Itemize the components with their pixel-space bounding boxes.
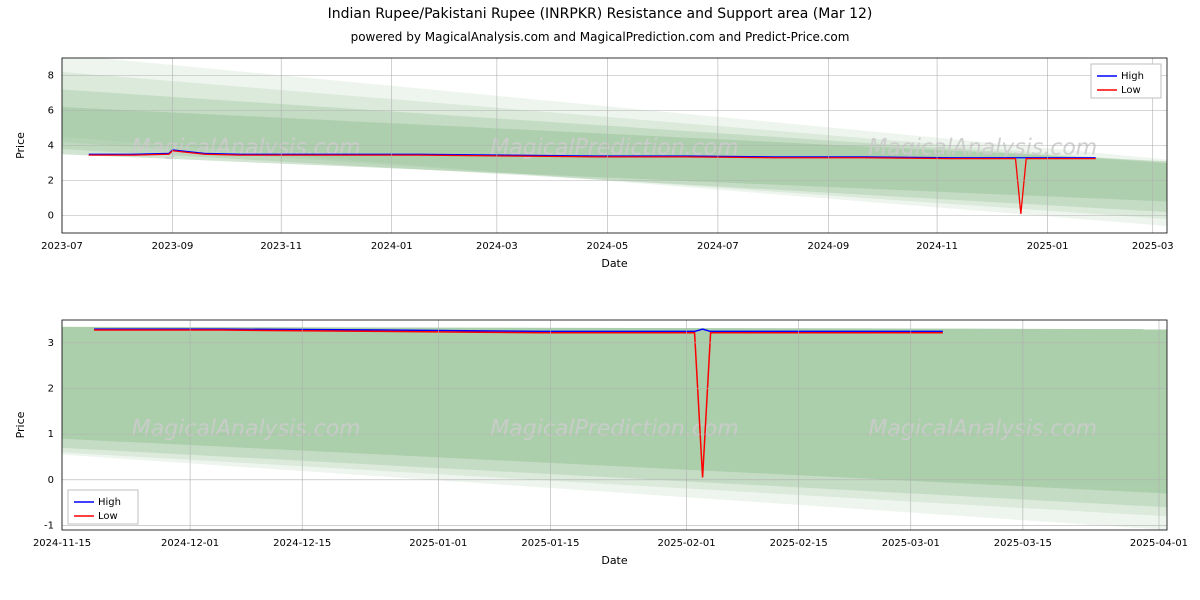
x-tick-label: 2024-01 (371, 241, 413, 252)
x-tick-label: 2024-03 (476, 241, 518, 252)
y-tick-label: 2 (48, 383, 54, 394)
chart-svg: MagicalAnalysis.com MagicalPrediction.com… (0, 0, 1200, 600)
y-tick-label: 4 (48, 141, 54, 152)
watermark-text: MagicalPrediction.com (490, 417, 738, 442)
x-tick-label: 2024-11-15 (33, 538, 91, 549)
y-tick-label: 2 (48, 176, 54, 187)
y-tick-label: 6 (48, 106, 54, 117)
x-tick-label: 2023-09 (152, 241, 194, 252)
y-tick-label: 0 (48, 211, 54, 222)
x-tick-label: 2024-05 (586, 241, 628, 252)
legend-label: Low (1121, 85, 1141, 96)
y-axis-label: Price (14, 411, 27, 438)
x-tick-label: 2024-12-01 (161, 538, 219, 549)
legend-label: High (98, 497, 121, 508)
legend-label: High (1121, 71, 1144, 82)
watermark-text: MagicalAnalysis.com (132, 135, 361, 160)
watermark-text: MagicalAnalysis.com (868, 135, 1097, 160)
y-tick-label: 0 (48, 475, 54, 486)
x-tick-label: 2025-01-15 (521, 538, 579, 549)
y-tick-label: -1 (44, 520, 54, 531)
x-tick-label: 2025-01 (1027, 241, 1069, 252)
x-tick-label: 2024-09 (807, 241, 849, 252)
x-tick-label: 2025-04-01 (1130, 538, 1188, 549)
legend-label: Low (98, 511, 118, 522)
x-axis-label: Date (601, 257, 628, 270)
y-tick-label: 8 (48, 71, 54, 82)
y-tick-label: 1 (48, 429, 54, 440)
watermark-text: MagicalAnalysis.com (868, 417, 1097, 442)
x-tick-label: 2025-03-01 (882, 538, 940, 549)
x-axis-label: Date (601, 554, 628, 567)
watermark-text: MagicalAnalysis.com (132, 417, 361, 442)
chart-container: Indian Rupee/Pakistani Rupee (INRPKR) Re… (0, 0, 1200, 600)
x-tick-label: 2025-02-01 (658, 538, 716, 549)
x-tick-label: 2024-11 (916, 241, 958, 252)
x-tick-label: 2023-07 (41, 241, 83, 252)
x-tick-label: 2023-11 (260, 241, 302, 252)
x-tick-label: 2025-03-15 (994, 538, 1052, 549)
x-tick-label: 2025-02-15 (770, 538, 828, 549)
x-tick-label: 2025-01-01 (409, 538, 467, 549)
y-axis-label: Price (14, 132, 27, 159)
y-tick-label: 3 (48, 338, 54, 349)
x-tick-label: 2024-12-15 (273, 538, 331, 549)
x-tick-label: 2025-03 (1132, 241, 1174, 252)
x-tick-label: 2024-07 (697, 241, 739, 252)
